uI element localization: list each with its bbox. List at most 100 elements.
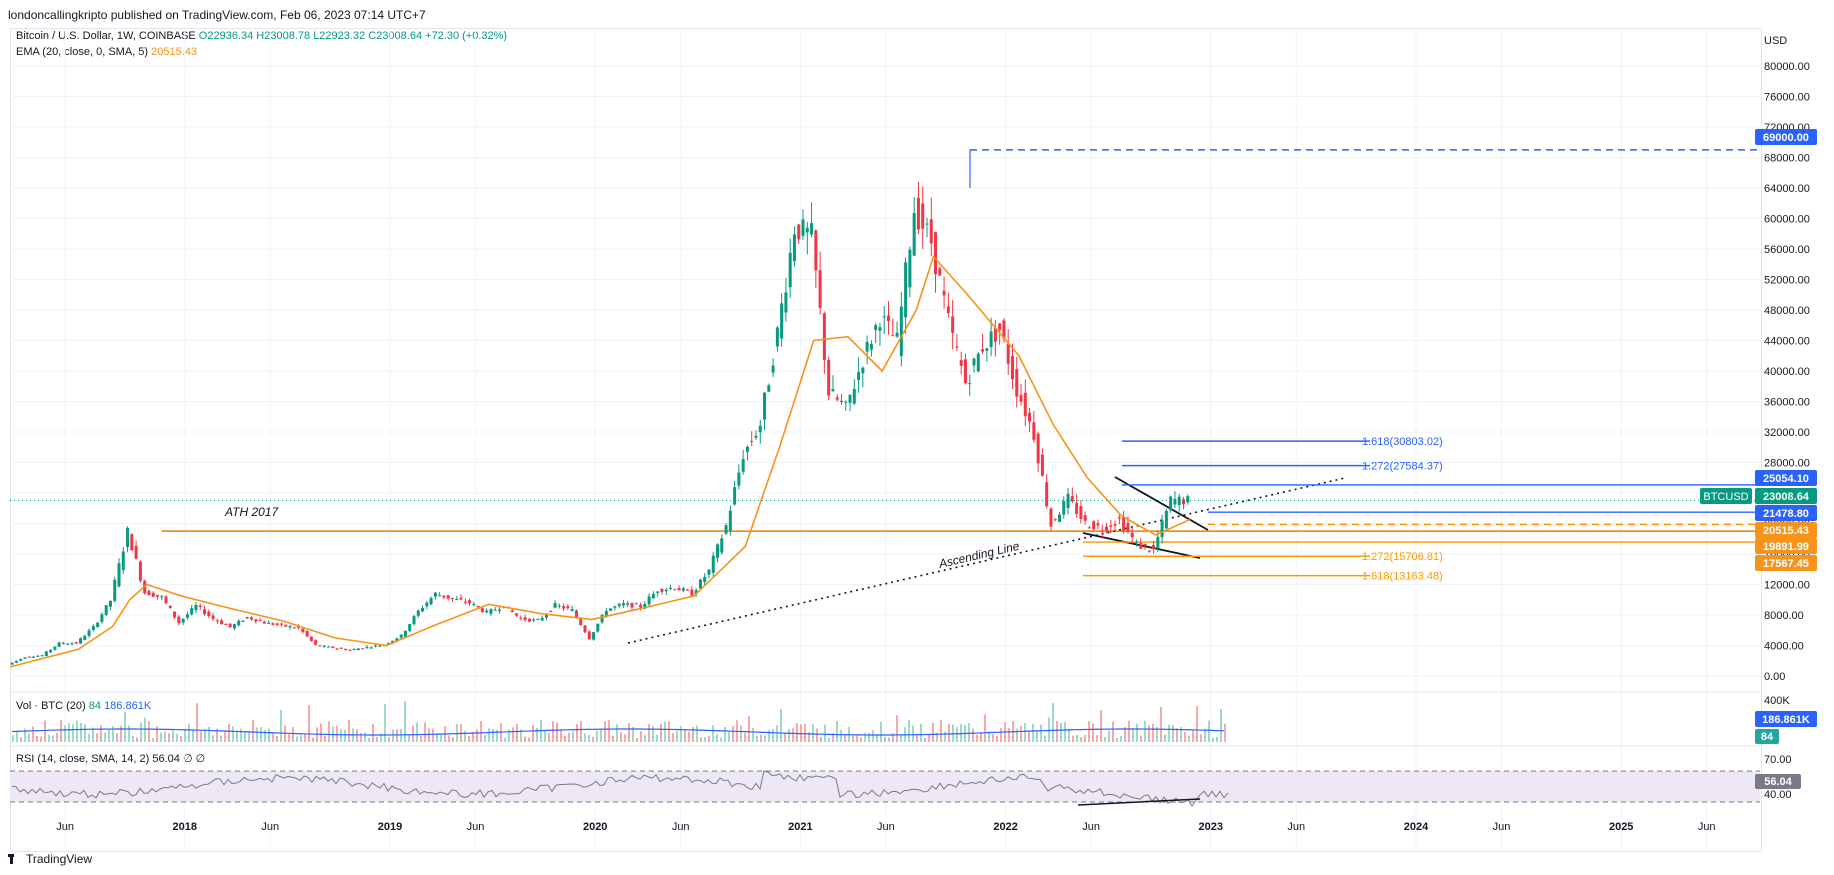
volume-bar [576,723,578,742]
volume-bar [756,735,758,742]
x-axis-ticks: Jun 2018 Jun 2019 Jun 2020 Jun 2021 Jun 2022 Jun 20… [56,821,1715,833]
candle-body [309,636,313,641]
candle-body [758,425,762,433]
volume-bar [772,729,774,742]
volume-bar [948,723,950,742]
volume-bar [508,729,510,742]
candle-body [792,234,796,262]
volume-bar [252,720,254,742]
candle-body [788,252,792,288]
volume-bar [248,730,250,742]
candle-body [673,589,677,591]
volume-bar [152,737,154,742]
ema-legend[interactable]: EMA (20, close, 0, SMA, 5) 20515.43 [16,46,197,58]
volume-bar [144,717,146,742]
volume-bar [696,725,698,742]
candle-body [224,624,228,626]
candle-body [32,656,36,658]
candle-body [814,230,818,271]
volume-bar [480,720,482,742]
symbol-legend[interactable]: Bitcoin / U.S. Dollar, 1W, COINBASE O229… [16,30,507,42]
candle-body [168,605,172,609]
volume-bar [124,711,126,742]
volume-bar [632,726,634,742]
candle-body [596,623,600,632]
volume-bar [816,728,818,742]
volume-bar [1060,722,1062,742]
candle-body [194,604,198,611]
volume-ma-label-box [1755,711,1817,727]
candle-body [117,563,121,587]
volume-legend[interactable]: Vol · BTC (20) 84 186.861K [16,700,151,712]
candle-body [681,588,685,591]
candle-body [861,367,865,374]
candle-body [801,219,805,236]
volume-bar [268,728,270,742]
candle-body [288,626,292,628]
volume-bar [860,737,862,742]
candle-body [720,538,724,553]
volume-bar [128,725,130,742]
candle-body [1087,527,1091,529]
candle-body [690,589,694,596]
candle-body [959,360,963,366]
price-label-text: 25054.10 [1763,473,1809,485]
publisher-line: londoncallingkripto published on Trading… [8,8,426,22]
volume-bar [196,703,198,742]
volume-bar [44,720,46,742]
chart-frame[interactable] [10,28,1762,852]
candle-body [592,632,596,640]
candle-body [1036,433,1040,464]
volume-bar [672,732,674,742]
price-label-text: 21478.80 [1763,508,1809,520]
price-label-box [1755,470,1817,486]
candle-body [754,435,758,438]
candle-body [314,640,318,645]
candle-body [203,609,207,615]
volume-bar [676,731,678,742]
candle-body [925,223,929,225]
candle-body [480,608,484,613]
candle-body [976,353,980,372]
volume-bar [1192,730,1194,742]
volume-bar [80,722,82,742]
volume-bar [364,732,366,742]
volume-bar [644,735,646,742]
volume-bar [520,729,522,742]
volume-bar [432,728,434,742]
candle-body [1040,454,1044,476]
volume-bar [1008,728,1010,742]
candle-body [1028,412,1032,422]
candle-body [587,631,591,640]
y-tick-label: 4000.00 [1764,641,1804,653]
footer-branding[interactable]: TradingView [8,852,92,866]
candle-body [70,643,74,645]
volume-bar [1108,730,1110,742]
volume-bar [688,731,690,742]
y-tick-label: 76000.00 [1764,92,1810,104]
volume-bar [1112,721,1114,742]
ascending-trend-line[interactable] [627,477,1346,644]
ohlc-close: C23008.64 [368,30,423,42]
candle-body [942,290,946,296]
candle-body [297,626,301,628]
volume-bar [884,736,886,742]
volume-bar [236,730,238,742]
y-tick-label: 44000.00 [1764,336,1810,348]
candle-body [545,614,549,618]
volume-bar [164,731,166,742]
candle-body [292,627,296,629]
candle-body [912,213,916,256]
candle-body [220,620,224,625]
candle-body [493,609,497,611]
volume-bar [684,728,686,742]
rsi-legend[interactable]: RSI (14, close, SMA, 14, 2) 56.04 ∅ ∅ [16,752,205,765]
candle-body [664,589,668,592]
candle-body [408,624,412,631]
candle-body [215,620,219,622]
volume-bar [892,733,894,742]
grid [10,30,1760,850]
volume-bar [308,705,310,742]
candle-body [566,606,570,609]
